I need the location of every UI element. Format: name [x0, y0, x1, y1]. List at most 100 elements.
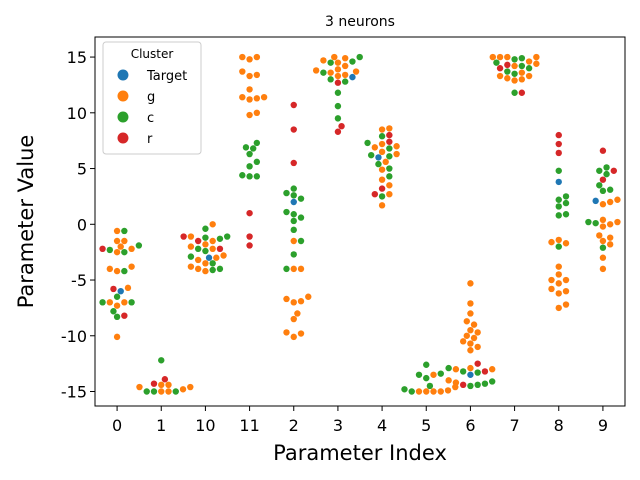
data-point-c	[216, 265, 224, 273]
data-point-target	[349, 73, 356, 81]
data-point-g	[444, 387, 452, 394]
data-point-c	[209, 266, 216, 274]
data-point-c	[194, 245, 202, 253]
y-tick-label: 0	[77, 215, 87, 234]
data-point-g	[246, 111, 253, 119]
data-point-c	[253, 158, 261, 166]
data-point-g	[614, 218, 621, 226]
axes: -15 -10 -5 0 5 10 15 0 1 10 11 2 3 4 5 6 7 8 9	[61, 36, 626, 435]
data-point-r	[246, 209, 253, 217]
data-point-g	[209, 237, 216, 245]
data-point-g	[220, 252, 227, 259]
data-point-g	[518, 69, 526, 76]
data-point-g	[246, 86, 253, 93]
data-point-r	[290, 126, 297, 133]
data-point-g	[117, 243, 124, 250]
data-point-c	[511, 70, 518, 77]
data-point-c	[356, 53, 363, 61]
data-point-g	[187, 383, 194, 391]
data-point-r	[459, 381, 467, 389]
data-point-c	[209, 260, 216, 267]
data-point-g	[452, 366, 460, 373]
data-point-g	[158, 381, 165, 389]
legend: Cluster Target gcr	[102, 41, 202, 155]
data-point-c	[386, 145, 393, 152]
data-point-g	[467, 347, 474, 354]
data-point-c	[467, 382, 474, 390]
data-point-target	[592, 197, 599, 205]
legend-marker	[117, 111, 129, 123]
data-point-c	[367, 151, 375, 159]
x-tick-label: 0	[112, 416, 122, 435]
data-point-g	[121, 299, 128, 306]
data-point-c	[415, 371, 423, 378]
data-point-c	[297, 214, 305, 221]
data-point-c	[334, 102, 342, 110]
data-point-c	[378, 133, 386, 140]
data-point-c	[386, 173, 393, 180]
data-point-g	[467, 326, 474, 334]
data-point-c	[603, 170, 610, 178]
data-point-c	[592, 219, 599, 227]
data-point-r	[599, 176, 607, 183]
data-point-g	[596, 232, 603, 239]
data-point-c	[562, 193, 570, 200]
chart-title: 3 neurons	[325, 14, 395, 30]
data-point-g	[533, 60, 540, 67]
data-point-c	[493, 59, 500, 66]
data-point-c	[239, 172, 246, 179]
data-point-c	[525, 65, 533, 72]
data-point-r	[180, 233, 187, 240]
data-point-g	[113, 237, 121, 245]
data-point-g	[533, 53, 540, 61]
data-point-r	[246, 242, 253, 249]
data-point-g	[518, 76, 526, 83]
data-point-g	[165, 381, 172, 389]
data-point-c	[121, 227, 128, 235]
x-tick-label: 10	[195, 416, 215, 435]
data-point-g	[187, 263, 195, 270]
data-point-c	[375, 160, 382, 168]
data-point-g	[463, 318, 470, 325]
data-point-g	[194, 256, 202, 264]
data-point-g	[606, 241, 614, 248]
data-point-c	[290, 192, 297, 199]
data-point-g	[283, 295, 290, 303]
data-point-g	[548, 238, 555, 246]
data-point-c	[423, 361, 430, 368]
data-point-g	[239, 68, 246, 75]
data-point-g	[467, 280, 474, 287]
data-point-g	[511, 62, 518, 70]
data-point-c	[246, 163, 253, 170]
data-point-g	[341, 54, 349, 62]
data-point-c	[187, 253, 195, 260]
data-points	[99, 53, 621, 395]
data-point-g	[504, 53, 511, 61]
data-point-target	[205, 254, 213, 261]
data-point-g	[548, 276, 555, 284]
y-axis-label: Parameter Value	[14, 135, 38, 309]
data-point-c	[224, 233, 231, 240]
data-point-g	[474, 329, 481, 336]
data-point-g	[378, 148, 386, 156]
data-point-g	[371, 144, 379, 151]
data-point-g	[511, 77, 518, 84]
data-point-g	[158, 388, 165, 395]
x-tick-label: 3	[333, 416, 343, 435]
data-point-c	[290, 217, 297, 225]
data-point-g	[106, 299, 114, 306]
data-point-g	[489, 53, 496, 61]
data-point-c	[401, 386, 408, 393]
data-point-c	[334, 89, 342, 96]
data-point-g	[202, 267, 209, 275]
data-point-r	[474, 360, 481, 367]
data-point-g	[341, 62, 349, 70]
data-point-g	[599, 201, 607, 208]
data-point-g	[459, 338, 467, 345]
x-tick-label: 5	[421, 416, 431, 435]
y-tick-label: 10	[67, 104, 87, 123]
data-point-g	[599, 265, 607, 273]
data-point-g	[113, 227, 121, 235]
data-point-g	[445, 377, 452, 384]
data-point-c	[341, 78, 349, 85]
